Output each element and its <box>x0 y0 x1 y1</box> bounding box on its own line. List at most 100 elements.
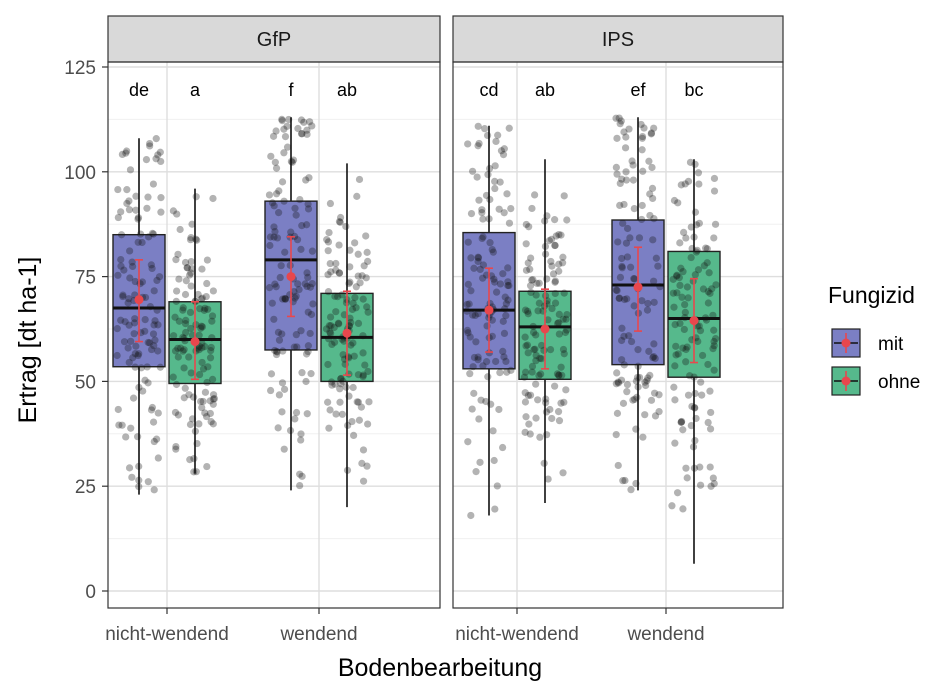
data-point <box>305 174 313 182</box>
data-point <box>337 374 345 383</box>
data-point <box>464 438 472 446</box>
data-point <box>669 275 677 283</box>
data-point <box>561 328 570 337</box>
data-point <box>153 276 161 285</box>
data-point <box>618 356 626 364</box>
data-point <box>265 191 274 199</box>
data-point <box>463 326 472 335</box>
data-point <box>359 477 368 485</box>
data-point <box>327 268 335 276</box>
data-point <box>547 257 555 266</box>
data-point <box>114 213 122 222</box>
data-point <box>275 336 284 344</box>
data-point <box>149 230 158 238</box>
data-point <box>125 295 133 303</box>
data-point <box>677 418 685 426</box>
data-point <box>179 304 187 312</box>
data-point <box>485 215 493 223</box>
data-point <box>697 378 705 386</box>
data-point <box>614 379 623 387</box>
data-point <box>206 397 214 405</box>
data-point <box>620 332 628 340</box>
data-point <box>493 288 501 296</box>
data-point <box>526 265 534 273</box>
data-point <box>266 241 274 250</box>
data-point <box>706 425 715 433</box>
data-point <box>623 253 632 261</box>
data-point <box>635 234 644 242</box>
data-point <box>673 272 681 280</box>
data-point <box>534 307 542 315</box>
data-point <box>345 392 353 400</box>
data-point <box>353 398 361 406</box>
data-point <box>146 339 154 347</box>
data-point <box>613 134 621 142</box>
data-point <box>134 215 142 223</box>
data-point <box>633 373 642 382</box>
data-point <box>650 298 658 306</box>
data-point <box>280 197 288 205</box>
data-point <box>281 248 289 256</box>
data-point <box>555 260 563 268</box>
mean-point <box>484 305 494 315</box>
data-point <box>529 328 538 336</box>
data-point <box>126 274 134 282</box>
legend-label: ohne <box>878 372 920 393</box>
data-point <box>281 295 290 303</box>
data-point <box>706 387 714 395</box>
data-point <box>275 187 283 195</box>
data-point <box>308 279 316 288</box>
data-point <box>672 351 680 359</box>
data-point <box>692 221 701 229</box>
data-point <box>135 383 143 392</box>
data-point <box>613 369 621 377</box>
data-point <box>144 193 152 201</box>
data-point <box>651 412 660 420</box>
data-point <box>339 377 347 385</box>
data-point <box>520 373 529 381</box>
data-point <box>207 343 215 352</box>
data-point <box>638 132 647 141</box>
data-point <box>173 210 181 218</box>
data-point <box>364 367 372 376</box>
data-point <box>150 287 158 295</box>
data-point <box>467 254 475 262</box>
data-point <box>709 345 717 353</box>
data-point <box>364 308 372 316</box>
y-tick-label: 50 <box>75 372 96 393</box>
data-point <box>617 376 626 384</box>
data-point <box>303 282 311 291</box>
data-point <box>202 412 211 421</box>
data-point <box>482 358 491 366</box>
data-point <box>365 398 373 406</box>
data-point <box>505 124 513 132</box>
data-point <box>326 259 334 268</box>
data-point <box>149 180 158 188</box>
data-point <box>683 343 691 351</box>
data-point <box>708 285 716 293</box>
mean-point <box>342 328 352 338</box>
data-point <box>683 474 691 482</box>
data-point <box>129 394 138 402</box>
data-point <box>327 378 336 386</box>
data-point <box>183 264 191 272</box>
data-point <box>632 479 640 488</box>
data-point <box>522 413 530 421</box>
data-point <box>345 279 353 288</box>
data-point <box>681 300 689 309</box>
data-point <box>180 394 188 402</box>
data-point <box>143 204 151 212</box>
data-point <box>694 266 703 274</box>
data-point <box>489 248 497 256</box>
data-point <box>636 373 644 382</box>
data-point <box>143 363 151 371</box>
data-point <box>208 334 216 342</box>
data-point <box>649 194 657 203</box>
data-point <box>125 321 133 329</box>
data-point <box>470 353 479 362</box>
data-point <box>627 486 635 494</box>
data-point <box>478 234 486 243</box>
data-point <box>125 197 133 205</box>
data-point <box>200 306 208 314</box>
data-point <box>187 369 195 377</box>
